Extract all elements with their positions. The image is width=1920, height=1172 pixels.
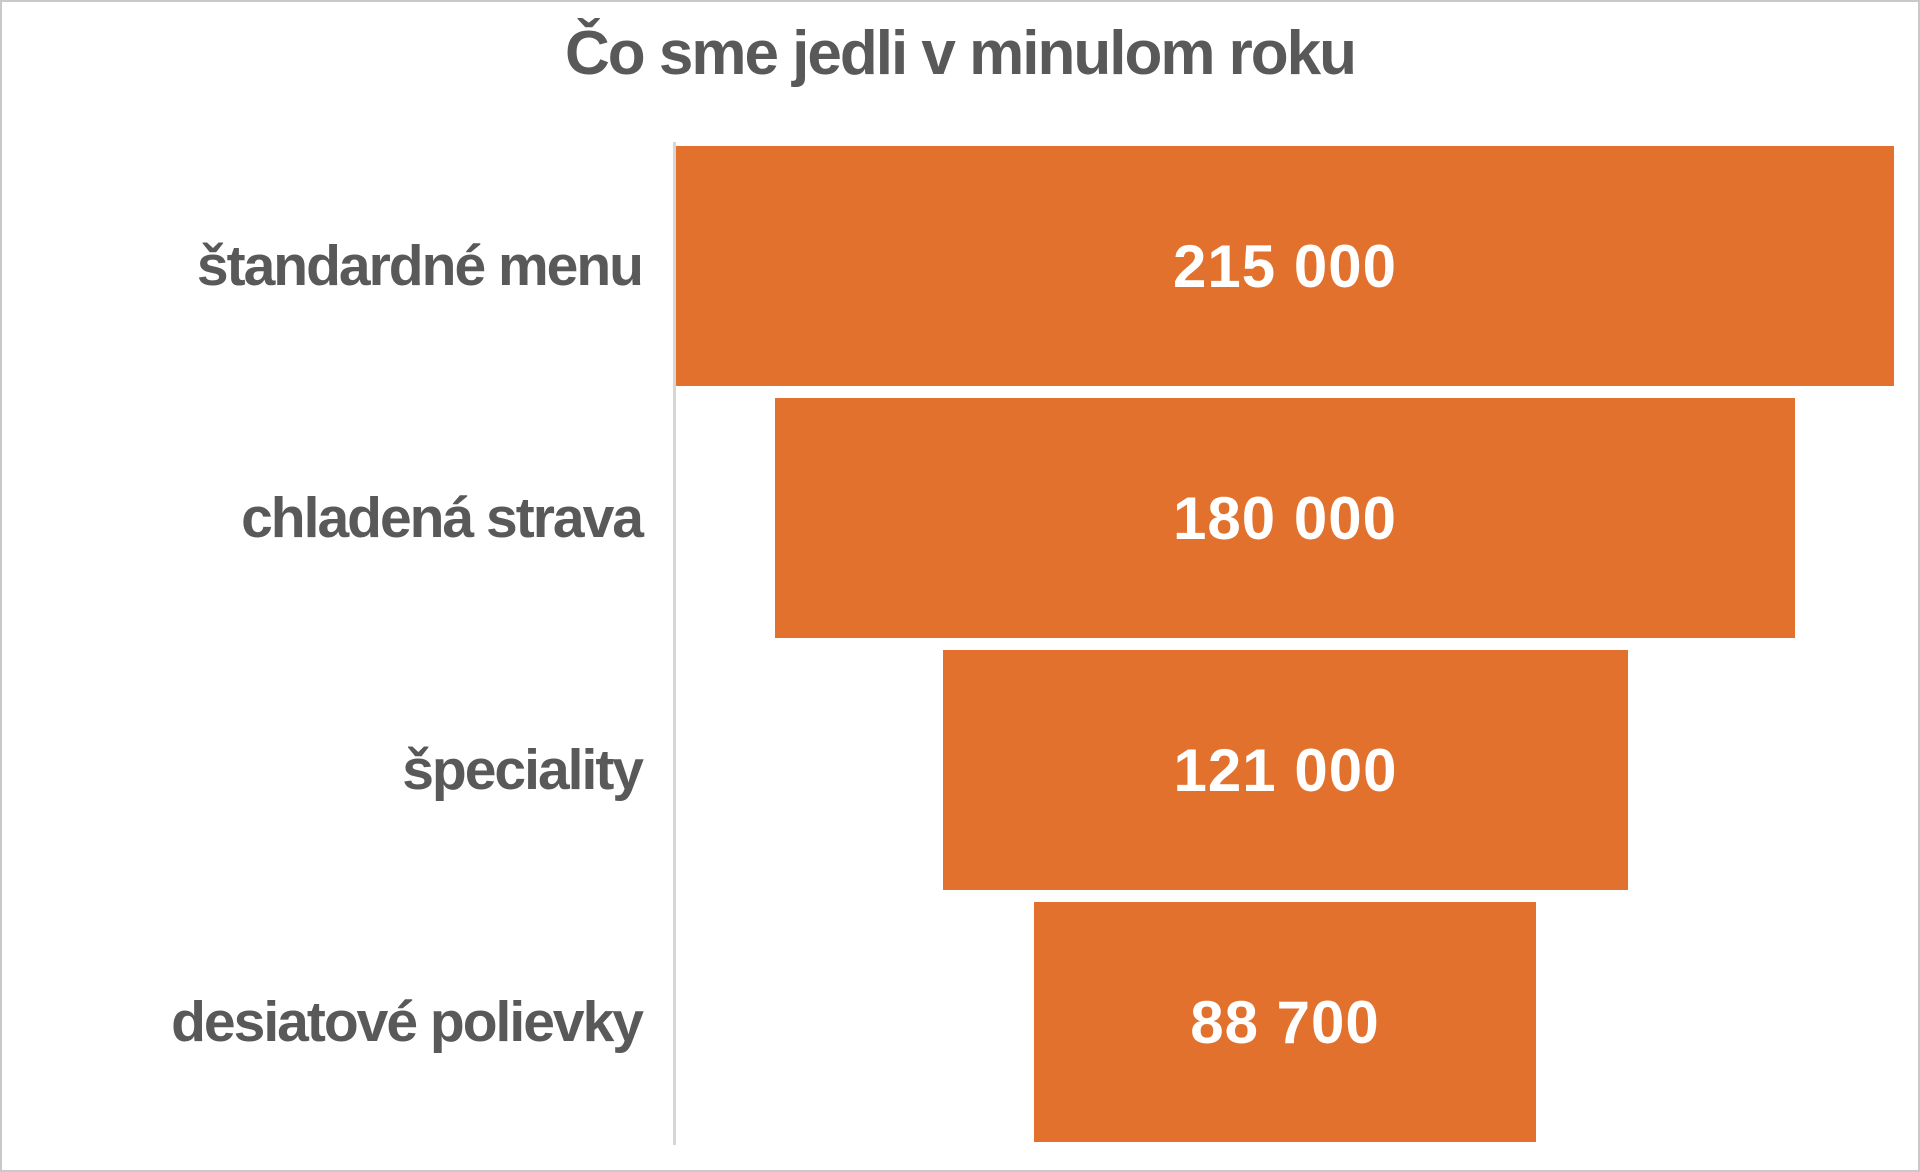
- category-label: chladená strava: [241, 486, 644, 550]
- bar-value-label: 88 700: [1190, 988, 1380, 1056]
- category-label: štandardné menu: [196, 234, 644, 298]
- category-label: desiatové polievky: [171, 990, 644, 1054]
- category-label: špeciality: [402, 738, 644, 802]
- bar-value-label: 215 000: [1173, 232, 1397, 300]
- bar-value-label: 180 000: [1173, 484, 1397, 552]
- funnel-bar: 121 000: [943, 650, 1628, 890]
- chart-title: Čo sme jedli v minulom roku: [564, 19, 1357, 88]
- category-axis-line: [673, 142, 676, 1145]
- funnel-bar: 88 700: [1034, 902, 1536, 1142]
- bar-value-label: 121 000: [1173, 736, 1398, 804]
- funnel-bar: 215 000: [676, 146, 1894, 386]
- funnel-bar: 180 000: [775, 398, 1795, 638]
